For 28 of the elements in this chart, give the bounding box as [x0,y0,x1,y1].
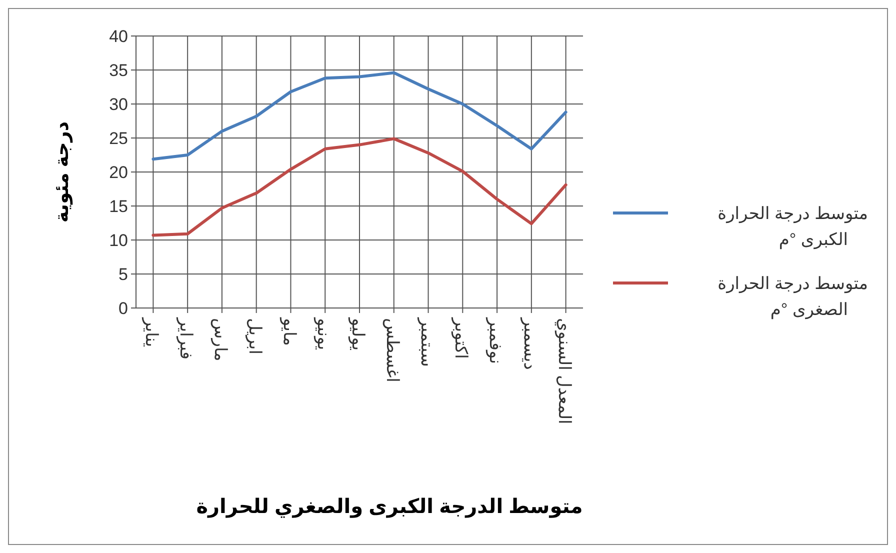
y-tick-label: 0 [118,298,128,318]
y-tick-label: 40 [109,26,128,46]
x-tick-label: يناير [141,317,162,348]
x-tick-label: فبراير [176,317,196,360]
x-tick-label: المعدل السنوي [554,318,574,424]
y-tick-label: 30 [109,94,128,114]
text: متوسط درجة الحرارة الكبرى °م [718,204,868,250]
x-tick-label: مايو [278,317,299,346]
line-series [152,137,568,237]
x-tick-label: يوليو [348,317,368,351]
x-tick-label: يونيو [313,317,334,350]
y-tick-label: 35 [109,60,128,80]
x-tick-label: اغسطس [382,318,402,382]
y-tick-label: 10 [109,230,128,250]
line-series [152,71,568,161]
text: متوسط الدرجة الكبرى والصغري للحرارة [196,496,583,518]
y-tick-label: 5 [118,264,128,284]
x-tick-label: ابريل [244,318,264,354]
x-tick-label: اكتوبر [450,317,471,359]
y-tick-label: 15 [109,196,128,216]
y-axis-title: درجة مئوية [52,121,73,223]
x-tick-label: نوفمبر [485,317,506,364]
y-tick-label: 20 [109,162,128,182]
text: متوسط درجة الحرارة الصغرى °م [718,274,868,320]
x-tick-label: مارس [210,318,230,362]
x-tick-label: ديسمبر [519,317,540,370]
y-tick-label: 25 [109,128,128,148]
x-tick-label: سبتمبر [416,317,436,367]
